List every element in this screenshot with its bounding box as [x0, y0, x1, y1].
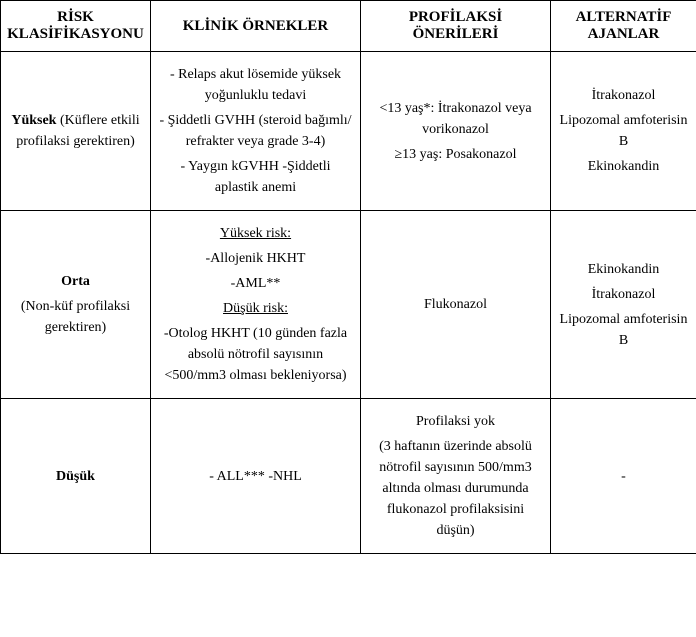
prophylaxis-line: (3 haftanın üzerinde absolü nötrofil say…	[367, 436, 544, 541]
cell-risk: Orta (Non-küf profilaksi gerektiren)	[1, 211, 151, 399]
cell-clinical: Yüksek risk: -Allojenik HKHT -AML** Düşü…	[151, 211, 361, 399]
risk-level-desc: (Non-küf profilaksi gerektiren)	[7, 296, 144, 338]
clinical-high-label: Yüksek risk:	[157, 223, 354, 244]
table-row: Düşük - ALL*** -NHL Profilaksi yok (3 ha…	[1, 399, 696, 554]
prophylaxis-line: Flukonazol	[367, 294, 544, 315]
table-row: Orta (Non-küf profilaksi gerektiren) Yük…	[1, 211, 696, 399]
clinical-line: - Yaygın kGVHH -Şiddetli aplastik anemi	[157, 156, 354, 198]
risk-level-label: Orta	[7, 271, 144, 292]
table-row: Yüksek (Küflere etkili profilaksi gerekt…	[1, 52, 696, 211]
clinical-line: -Allojenik HKHT	[157, 248, 354, 269]
clinical-line: - Şiddetli GVHH (steroid bağımlı/ refrak…	[157, 110, 354, 152]
prophylaxis-line: Profilaksi yok	[367, 411, 544, 432]
prophylaxis-line: ≥13 yaş: Posakonazol	[367, 144, 544, 165]
cell-clinical: - ALL*** -NHL	[151, 399, 361, 554]
cell-prophylaxis: <13 yaş*: İtrakonazol veya vorikonazol ≥…	[361, 52, 551, 211]
header-clinical: KLİNİK ÖRNEKLER	[151, 1, 361, 52]
cell-alternative: Ekinokandin İtrakonazol Lipozomal amfote…	[551, 211, 696, 399]
header-risk: RİSK KLASİFİKASYONU	[1, 1, 151, 52]
risk-classification-table: RİSK KLASİFİKASYONU KLİNİK ÖRNEKLER PROF…	[0, 0, 696, 554]
cell-prophylaxis: Flukonazol	[361, 211, 551, 399]
alternative-line: Lipozomal amfoterisin B	[557, 110, 690, 152]
prophylaxis-line: <13 yaş*: İtrakonazol veya vorikonazol	[367, 98, 544, 140]
cell-risk: Düşük	[1, 399, 151, 554]
header-prophylaxis: PROFİLAKSİ ÖNERİLERİ	[361, 1, 551, 52]
cell-alternative: İtrakonazol Lipozomal amfoterisin B Ekin…	[551, 52, 696, 211]
cell-alternative: -	[551, 399, 696, 554]
risk-level-label: Düşük	[56, 469, 95, 484]
alternative-line: İtrakonazol	[557, 85, 690, 106]
alternative-line: İtrakonazol	[557, 284, 690, 305]
alternative-line: -	[557, 466, 690, 487]
clinical-line: -Otolog HKHT (10 günden fazla absolü nöt…	[157, 323, 354, 386]
header-alternative: ALTERNATİF AJANLAR	[551, 1, 696, 52]
clinical-line: - Relaps akut lösemide yüksek yoğunluklu…	[157, 64, 354, 106]
table-header-row: RİSK KLASİFİKASYONU KLİNİK ÖRNEKLER PROF…	[1, 1, 696, 52]
cell-clinical: - Relaps akut lösemide yüksek yoğunluklu…	[151, 52, 361, 211]
cell-risk: Yüksek (Küflere etkili profilaksi gerekt…	[1, 52, 151, 211]
clinical-line: -AML**	[157, 273, 354, 294]
alternative-line: Ekinokandin	[557, 156, 690, 177]
risk-level-label: Yüksek	[11, 113, 56, 128]
cell-prophylaxis: Profilaksi yok (3 haftanın üzerinde abso…	[361, 399, 551, 554]
clinical-line: - ALL*** -NHL	[157, 466, 354, 487]
clinical-low-label: Düşük risk:	[157, 298, 354, 319]
alternative-line: Lipozomal amfoterisin B	[557, 309, 690, 351]
alternative-line: Ekinokandin	[557, 259, 690, 280]
